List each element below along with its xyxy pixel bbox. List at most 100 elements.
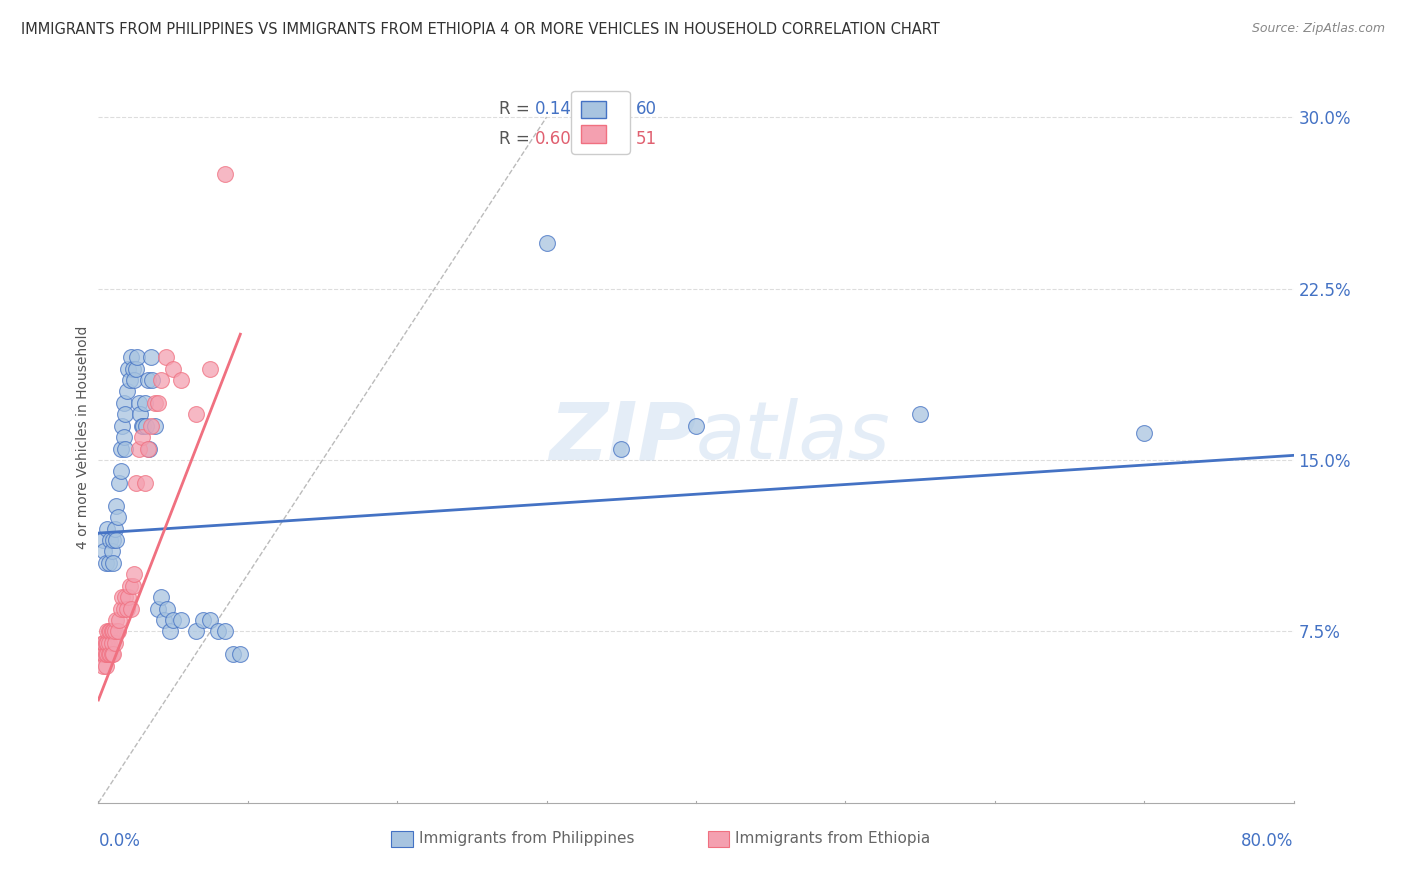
Point [184, 407, 207, 421]
Point [135, 418, 157, 433]
Point [105, 613, 128, 627]
Text: 0.0%: 0.0% [98, 832, 141, 850]
Point [107, 624, 129, 639]
Point [114, 442, 136, 456]
Text: Source: ZipAtlas.com: Source: ZipAtlas.com [1251, 22, 1385, 36]
Point [118, 373, 141, 387]
Point [91, 533, 114, 547]
Text: IMMIGRANTS FROM PHILIPPINES VS IMMIGRANTS FROM ETHIOPIA 4 OR MORE VEHICLES IN HO: IMMIGRANTS FROM PHILIPPINES VS IMMIGRANT… [21, 22, 939, 37]
Point [155, 350, 177, 364]
Text: Immigrants from Philippines: Immigrants from Philippines [419, 831, 634, 847]
Point [98, 647, 122, 661]
Point [148, 601, 170, 615]
Point [120, 601, 142, 615]
Point [136, 373, 159, 387]
Text: 0.603: 0.603 [534, 129, 582, 148]
Point [97, 647, 120, 661]
Point [139, 350, 162, 364]
Point [93, 636, 115, 650]
Point [685, 418, 707, 433]
Point [148, 396, 170, 410]
Point [98, 624, 122, 639]
Point [103, 647, 125, 661]
Point [150, 373, 173, 387]
Point [110, 442, 132, 456]
Point [131, 418, 153, 433]
Point [153, 613, 176, 627]
Point [200, 613, 222, 627]
Legend: , : , [571, 91, 630, 153]
Point [117, 361, 139, 376]
Point [118, 579, 141, 593]
Text: Immigrants from Ethiopia: Immigrants from Ethiopia [735, 831, 931, 847]
Point [128, 396, 150, 410]
Text: R =: R = [499, 101, 534, 119]
Point [110, 464, 132, 478]
Point [105, 499, 128, 513]
Text: 80.0%: 80.0% [1241, 832, 1294, 850]
Point [134, 396, 156, 410]
Point [93, 544, 115, 558]
Point [169, 613, 191, 627]
Point [114, 407, 136, 421]
Point [131, 430, 153, 444]
Point [97, 624, 120, 639]
Point [96, 647, 118, 661]
Point [93, 647, 115, 661]
Point [610, 442, 633, 456]
Point [143, 396, 166, 410]
Point [200, 361, 222, 376]
Point [108, 613, 131, 627]
Point [112, 396, 135, 410]
Point [127, 350, 149, 364]
Point [120, 350, 142, 364]
Point [103, 533, 125, 547]
Point [115, 601, 138, 615]
Point [98, 533, 122, 547]
Point [96, 624, 118, 639]
Point [91, 636, 114, 650]
Point [159, 624, 181, 639]
Text: 0.142: 0.142 [534, 101, 582, 119]
Point [908, 407, 931, 421]
Text: 51: 51 [637, 129, 658, 148]
Point [134, 475, 156, 490]
Point [138, 442, 160, 456]
Point [162, 361, 184, 376]
Text: 60: 60 [637, 101, 657, 119]
Point [104, 636, 127, 650]
Point [184, 624, 207, 639]
Point [117, 590, 139, 604]
Point [1133, 425, 1156, 440]
Point [91, 658, 114, 673]
Point [222, 647, 245, 661]
Point [150, 590, 173, 604]
Point [94, 636, 117, 650]
Point [132, 418, 155, 433]
Point [111, 418, 134, 433]
Point [105, 533, 128, 547]
Point [96, 521, 118, 535]
Point [101, 624, 124, 639]
Point [156, 601, 179, 615]
Point [129, 407, 152, 421]
Point [207, 624, 229, 639]
Text: R =: R = [499, 129, 534, 148]
Point [104, 521, 127, 535]
Point [121, 579, 143, 593]
Point [114, 590, 136, 604]
Point [94, 658, 117, 673]
Point [112, 430, 135, 444]
Point [191, 613, 214, 627]
Point [143, 418, 166, 433]
Point [124, 373, 146, 387]
Point [121, 361, 143, 376]
Text: atlas: atlas [696, 398, 891, 476]
Point [125, 361, 148, 376]
Point [128, 442, 150, 456]
Point [141, 373, 163, 387]
Point [214, 624, 236, 639]
Point [96, 636, 118, 650]
Point [110, 601, 132, 615]
Text: N =: N = [589, 101, 636, 119]
